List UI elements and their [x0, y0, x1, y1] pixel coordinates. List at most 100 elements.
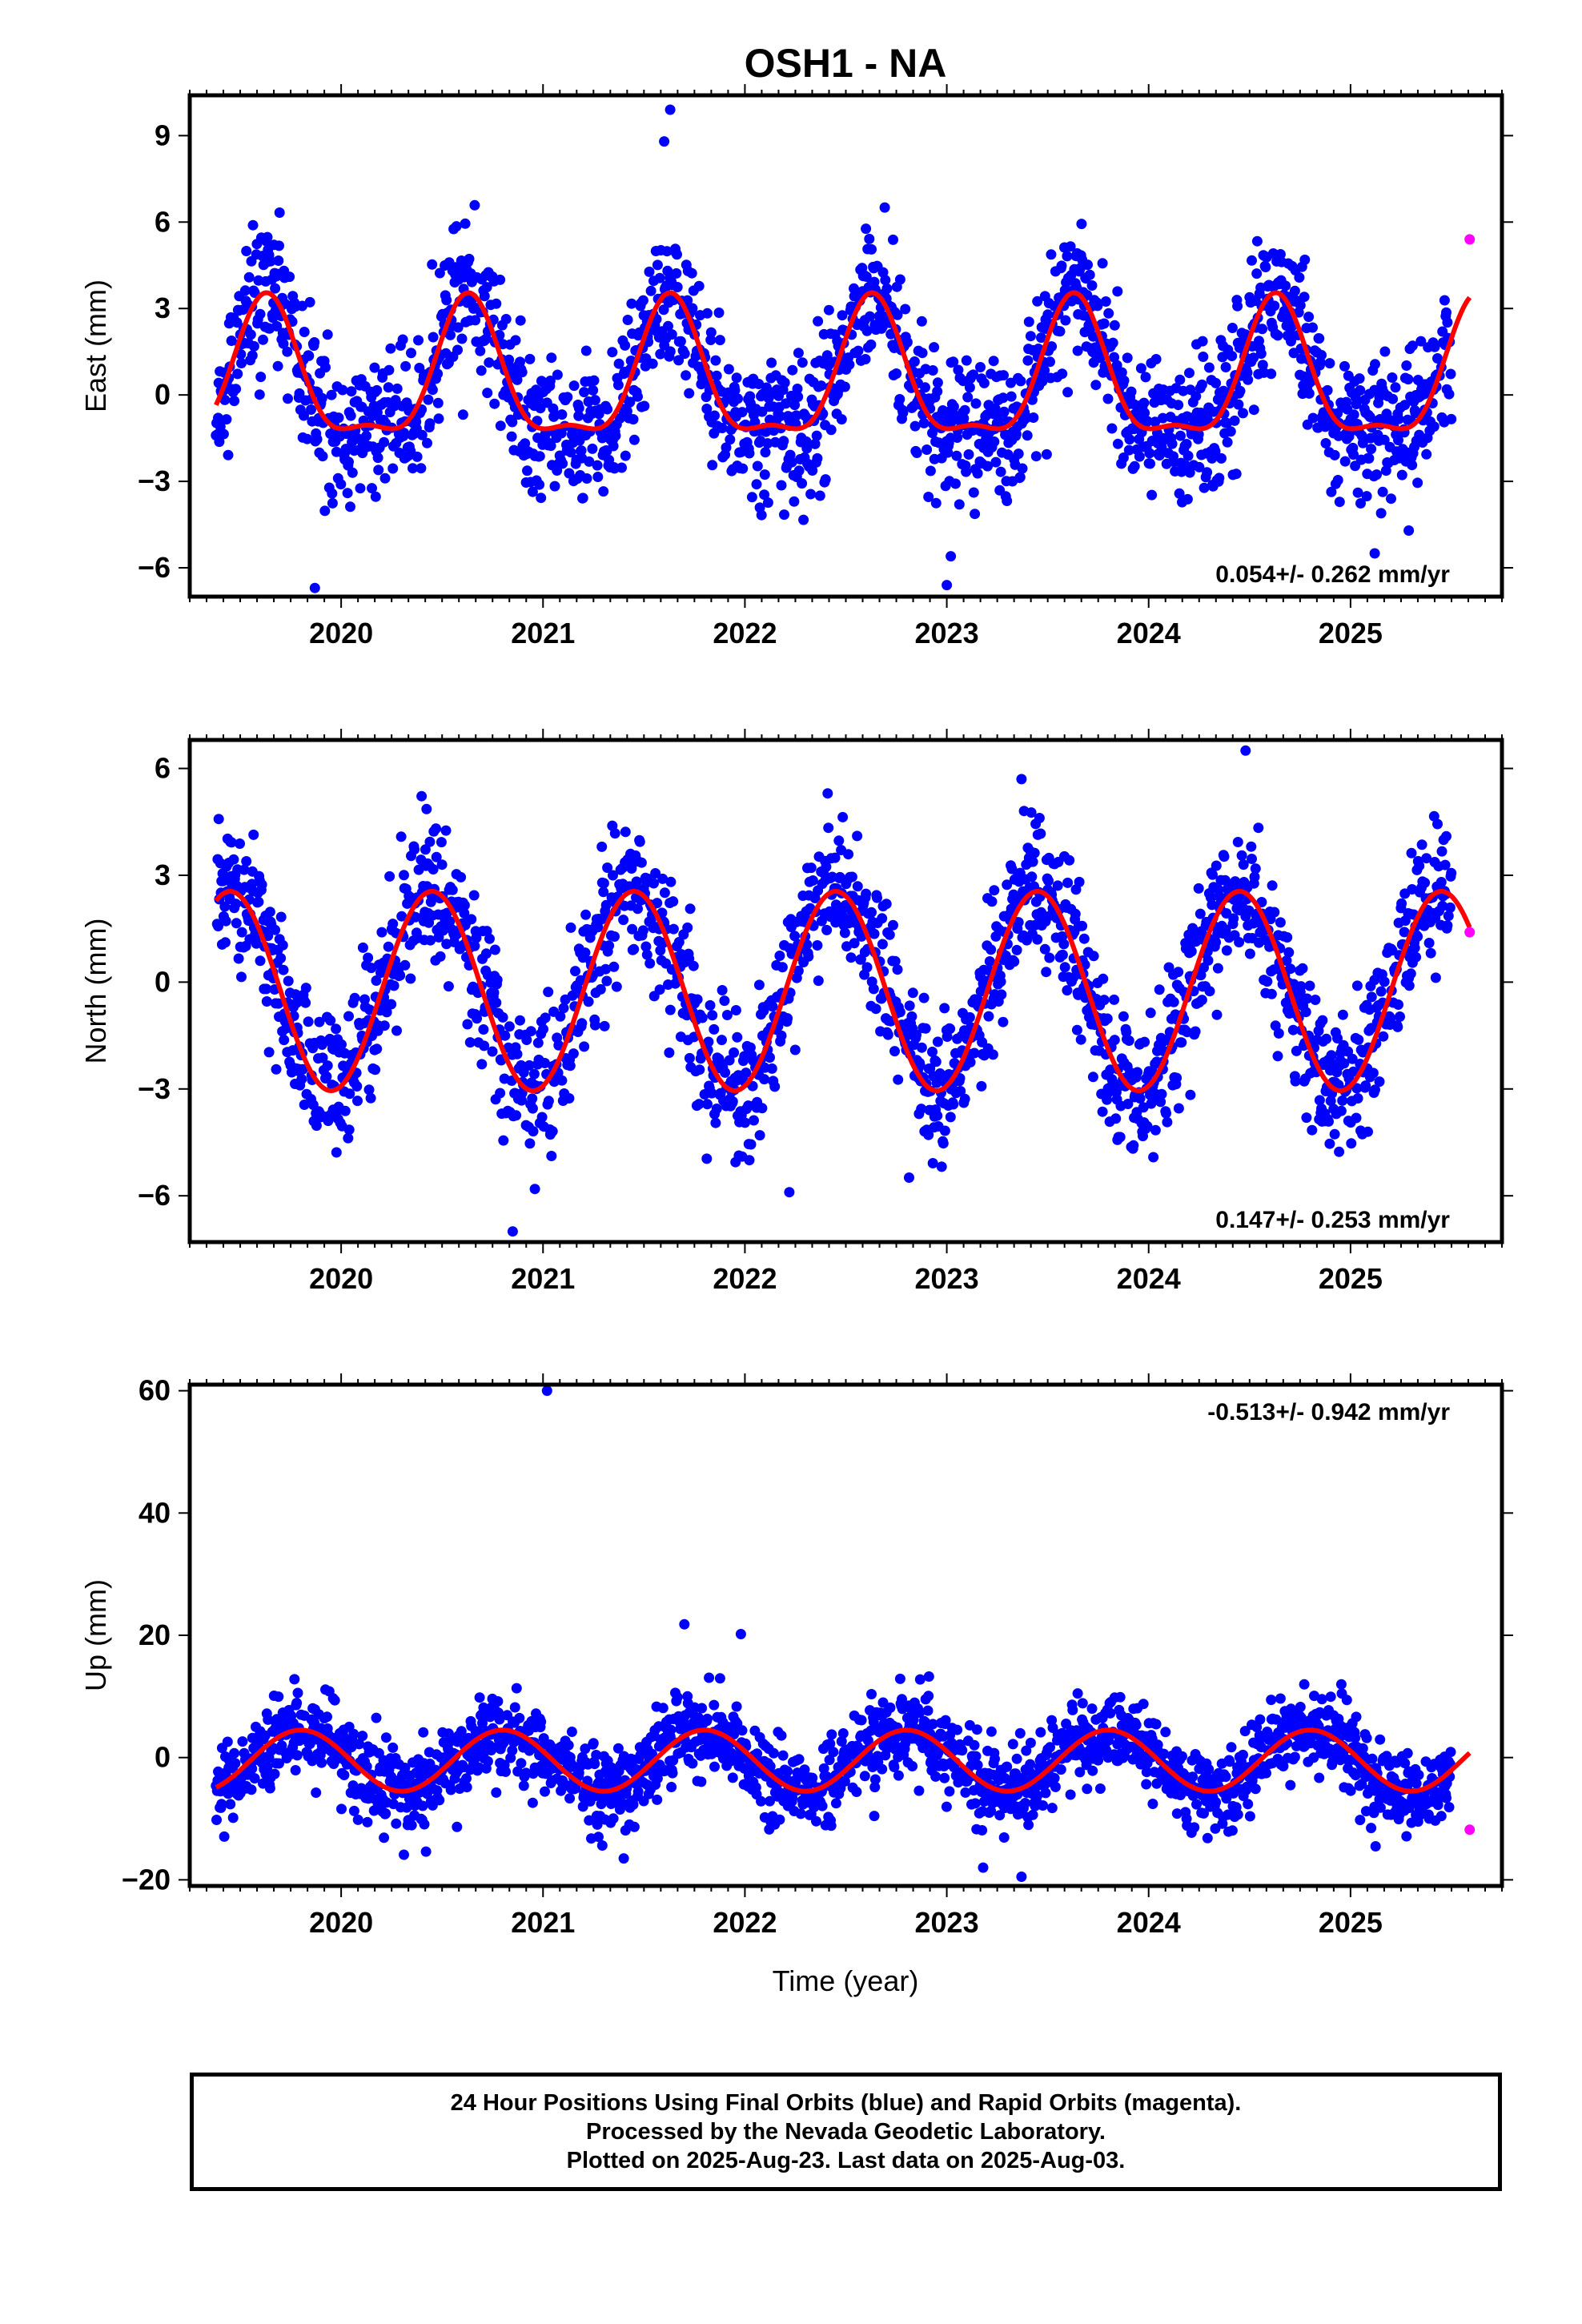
final-orbit-point: [1110, 1113, 1122, 1124]
final-orbit-point: [444, 916, 456, 927]
final-orbit-point: [219, 394, 231, 405]
final-orbit-point: [245, 329, 256, 340]
final-orbit-point: [598, 486, 609, 497]
final-orbit-point: [1387, 393, 1399, 404]
final-orbit-point: [613, 358, 624, 369]
final-orbit-point: [406, 1819, 417, 1831]
final-orbit-point: [821, 350, 833, 361]
final-orbit-point: [495, 420, 506, 432]
y-tick-label: −20: [122, 1863, 171, 1896]
final-orbit-point: [1411, 951, 1422, 963]
final-orbit-point: [1039, 365, 1050, 376]
final-orbit-point: [1235, 385, 1246, 396]
final-orbit-point: [628, 943, 640, 955]
final-orbit-point: [1210, 446, 1221, 456]
final-orbit-point: [1369, 548, 1380, 559]
final-orbit-point: [797, 357, 808, 368]
final-orbit-point: [527, 486, 538, 497]
final-orbit-point: [986, 896, 998, 907]
final-orbit-point: [385, 343, 396, 354]
final-orbit-point: [996, 989, 1007, 1000]
final-orbit-point: [1353, 1034, 1364, 1045]
final-orbit-point: [793, 465, 805, 476]
final-orbit-point: [1248, 352, 1259, 364]
final-orbit-point: [1008, 889, 1019, 900]
final-orbit-point: [592, 472, 604, 482]
final-orbit-point: [351, 1081, 363, 1092]
final-orbit-point: [733, 393, 743, 404]
final-orbit-point: [565, 922, 576, 933]
final-orbit-point: [970, 509, 981, 520]
final-orbit-point: [333, 412, 344, 424]
final-orbit-point: [1329, 1128, 1340, 1140]
x-tick-label: 2021: [511, 1906, 575, 1939]
final-orbit-point: [432, 368, 444, 380]
final-orbit-point: [387, 463, 399, 474]
final-orbit-point: [889, 1046, 900, 1057]
final-orbit-point: [904, 1000, 915, 1011]
final-orbit-point: [720, 1067, 731, 1078]
final-orbit-point: [243, 271, 255, 283]
final-orbit-point: [546, 1151, 557, 1161]
final-orbit-point: [939, 1125, 950, 1136]
final-orbit-point: [447, 884, 458, 895]
final-orbit-point: [665, 104, 676, 115]
final-orbit-point: [416, 429, 428, 440]
final-orbit-point: [1084, 269, 1095, 280]
final-orbit-point: [491, 1787, 502, 1798]
final-orbit-point: [1027, 856, 1038, 867]
final-orbit-point: [781, 398, 791, 409]
final-orbit-point: [1196, 995, 1207, 1006]
final-orbit-point: [754, 1130, 765, 1141]
final-orbit-point: [644, 958, 656, 969]
final-orbit-point: [1290, 1076, 1301, 1087]
x-tick-label: 2020: [309, 1906, 373, 1939]
final-orbit-point: [1138, 1102, 1149, 1113]
final-orbit-point: [1062, 877, 1074, 888]
final-orbit-point: [491, 298, 502, 309]
final-orbit-point: [879, 202, 890, 213]
final-orbit-point: [528, 1068, 540, 1080]
final-orbit-point: [1174, 374, 1186, 385]
final-orbit-point: [584, 456, 595, 467]
final-orbit-point: [784, 1187, 795, 1198]
final-orbit-point: [1182, 493, 1193, 505]
final-orbit-point: [598, 878, 609, 889]
final-orbit-point: [1029, 847, 1040, 858]
final-orbit-point: [484, 933, 495, 944]
final-orbit-point: [1409, 943, 1420, 954]
rapid-orbit-point: [1464, 927, 1476, 938]
final-orbit-point: [821, 861, 832, 872]
final-orbit-point: [1281, 955, 1292, 967]
final-orbit-point: [558, 1003, 569, 1014]
final-orbit-point: [592, 1819, 603, 1830]
final-orbit-point: [1347, 1053, 1358, 1064]
final-orbit-point: [1441, 307, 1452, 318]
final-orbit-point: [693, 280, 705, 292]
final-orbit-point: [470, 315, 481, 326]
final-orbit-point: [1122, 1099, 1134, 1109]
final-orbit-point: [1232, 837, 1243, 847]
final-orbit-point: [1361, 491, 1372, 502]
y-tick-label: 3: [155, 858, 171, 891]
final-orbit-point: [451, 221, 462, 232]
final-orbit-point: [1249, 871, 1260, 883]
final-orbit-point: [232, 368, 243, 380]
final-orbit-point: [580, 345, 592, 356]
final-orbit-point: [371, 1043, 383, 1055]
x-tick-label: 2022: [713, 1906, 777, 1939]
final-orbit-point: [765, 1052, 775, 1063]
y-tick-label: −3: [138, 1072, 171, 1105]
final-orbit-point: [1070, 908, 1081, 919]
final-orbit-point: [762, 438, 773, 449]
y-tick-label: −6: [138, 1179, 171, 1212]
x-tick-label: 2023: [915, 1262, 979, 1295]
final-orbit-point: [737, 463, 749, 474]
final-orbit-point: [779, 509, 789, 521]
final-orbit-point: [620, 826, 631, 838]
final-orbit-point: [1176, 1037, 1187, 1048]
final-orbit-point: [345, 501, 355, 513]
final-orbit-point: [805, 489, 817, 500]
final-orbit-point: [897, 407, 909, 418]
final-orbit-point: [759, 1074, 770, 1085]
